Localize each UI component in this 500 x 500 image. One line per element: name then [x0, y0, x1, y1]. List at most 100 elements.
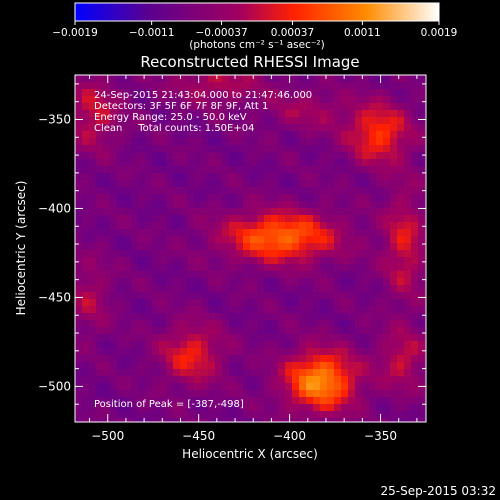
heatmap-cell — [369, 124, 377, 132]
heatmap-cell — [418, 89, 426, 97]
heatmap-cell — [334, 124, 342, 132]
heatmap-cell — [208, 187, 216, 195]
heatmap-cell — [299, 313, 307, 321]
heatmap-cell — [124, 110, 132, 118]
heatmap-cell — [299, 145, 307, 153]
heatmap-cell — [404, 299, 412, 307]
heatmap-cell — [369, 264, 377, 272]
heatmap-cell — [229, 201, 237, 209]
heatmap-cell — [285, 138, 293, 146]
heatmap-cell — [75, 404, 83, 412]
heatmap-cell — [82, 313, 90, 321]
heatmap-cell — [334, 334, 342, 342]
heatmap-cell — [285, 96, 293, 104]
heatmap-cell — [271, 243, 279, 251]
heatmap-cell — [292, 173, 300, 181]
heatmap-cell — [355, 369, 363, 377]
heatmap-cell — [320, 201, 328, 209]
heatmap-cell — [166, 222, 174, 230]
heatmap-cell — [397, 334, 405, 342]
heatmap-cell — [383, 131, 391, 139]
heatmap-cell — [411, 306, 419, 314]
heatmap-cell — [341, 341, 349, 349]
heatmap-cell — [362, 138, 370, 146]
heatmap-cell — [313, 131, 321, 139]
heatmap-cell — [411, 348, 419, 356]
heatmap-cell — [376, 411, 384, 419]
y-tick-label: −400 — [38, 201, 71, 215]
heatmap-cell — [152, 75, 160, 83]
heatmap-cell — [152, 264, 160, 272]
heatmap-cell — [320, 404, 328, 412]
heatmap-cell — [411, 194, 419, 202]
heatmap-cell — [173, 138, 181, 146]
heatmap-cell — [390, 383, 398, 391]
axis-ticks: −500 −450 −400 −350−350−400−450−500 — [38, 75, 426, 443]
heatmap-cell — [138, 404, 146, 412]
heatmap-cell — [334, 201, 342, 209]
heatmap-cell — [418, 362, 426, 370]
heatmap-cell — [404, 362, 412, 370]
heatmap-cell — [75, 124, 83, 132]
heatmap-cell — [376, 222, 384, 230]
heatmap-cell — [418, 355, 426, 363]
heatmap-cell — [103, 292, 111, 300]
heatmap-cell — [418, 411, 426, 419]
heatmap-cell — [369, 320, 377, 328]
heatmap-cell — [306, 369, 314, 377]
heatmap-cell — [103, 145, 111, 153]
heatmap-cell — [334, 348, 342, 356]
heatmap-cell — [229, 222, 237, 230]
heatmap-cell — [397, 89, 405, 97]
heatmap-cell — [390, 131, 398, 139]
heatmap-cell — [222, 145, 230, 153]
heatmap-cell — [159, 166, 167, 174]
heatmap-cell — [187, 348, 195, 356]
heatmap-cell — [369, 411, 377, 419]
heatmap-cell — [145, 208, 153, 216]
heatmap-cell — [194, 152, 202, 160]
heatmap-cell — [390, 404, 398, 412]
heatmap-cell — [418, 96, 426, 104]
heatmap-cell — [152, 96, 160, 104]
heatmap-cell — [271, 180, 279, 188]
heatmap-cell — [264, 250, 272, 258]
heatmap-cell — [201, 138, 209, 146]
heatmap-cell — [187, 411, 195, 419]
heatmap-cell — [397, 271, 405, 279]
heatmap-cell — [320, 320, 328, 328]
heatmap-cell — [418, 369, 426, 377]
heatmap-cell — [264, 313, 272, 321]
heatmap-cell — [145, 264, 153, 272]
heatmap-cell — [110, 418, 118, 422]
heatmap-cell — [334, 313, 342, 321]
heatmap-cell — [334, 229, 342, 237]
heatmap-cell — [117, 103, 125, 111]
heatmap-cell — [124, 124, 132, 132]
heatmap-cell — [390, 250, 398, 258]
heatmap-cell — [313, 348, 321, 356]
heatmap-cell — [250, 152, 258, 160]
heatmap-cell — [89, 187, 97, 195]
heatmap-cell — [257, 411, 265, 419]
heatmap-cell — [103, 229, 111, 237]
heatmap-cell — [173, 292, 181, 300]
heatmap-cell — [306, 334, 314, 342]
heatmap-cell — [82, 229, 90, 237]
heatmap-cell — [173, 390, 181, 398]
heatmap-cell — [250, 383, 258, 391]
heatmap-cell — [404, 89, 412, 97]
heatmap-cell — [369, 180, 377, 188]
heatmap-cell — [222, 159, 230, 167]
heatmap-cell — [341, 110, 349, 118]
heatmap-cell — [138, 320, 146, 328]
heatmap-cell — [159, 194, 167, 202]
heatmap-cell — [327, 418, 335, 422]
heatmap-cell — [369, 348, 377, 356]
heatmap-cell — [152, 313, 160, 321]
heatmap-cell — [334, 397, 342, 405]
heatmap-cell — [306, 383, 314, 391]
heatmap-cell — [124, 229, 132, 237]
heatmap-cell — [369, 117, 377, 125]
heatmap-cell — [152, 362, 160, 370]
